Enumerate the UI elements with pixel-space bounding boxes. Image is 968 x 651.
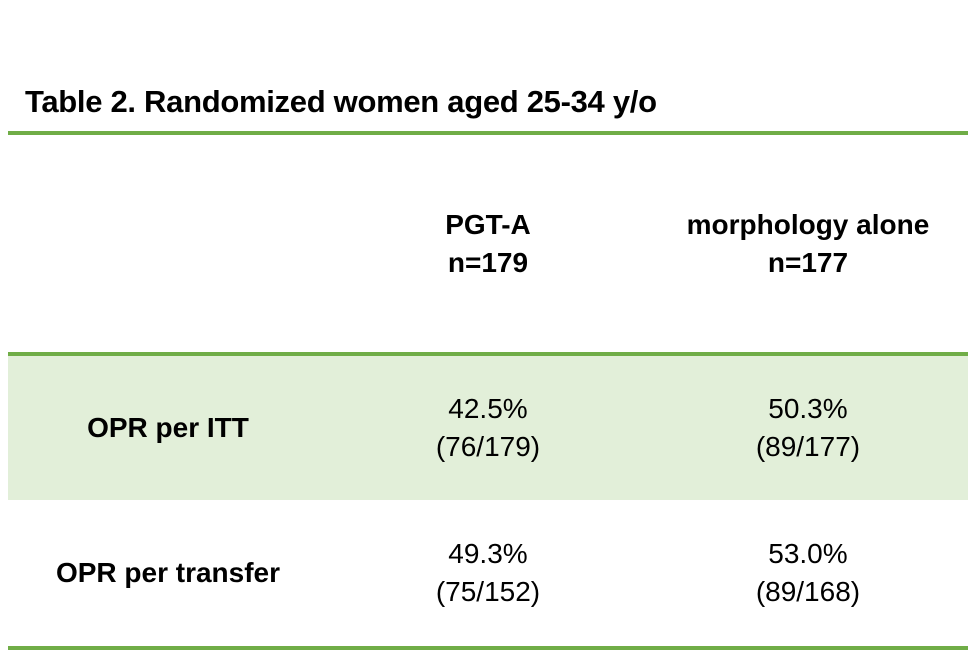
column-header-pgta: PGT-A n=179 [328,206,648,282]
cell-fraction: (76/179) [435,431,541,462]
table-title: Table 2. Randomized women aged 25-34 y/o [25,84,657,119]
column-n-morphology: n=177 [767,246,849,278]
cell-fraction: (89/177) [755,431,861,462]
cell-fraction: (89/168) [755,576,861,607]
column-header-morphology: morphology alone n=177 [648,206,968,282]
table-row-opr-per-itt: OPR per ITT 42.5% (76/179) 50.3% (89/177… [8,352,968,500]
cell-fraction: (75/152) [435,576,541,607]
cell-percent: 42.5% [448,393,528,424]
table-header-row: PGT-A n=179 morphology alone n=177 [8,135,968,352]
column-name-morphology: morphology alone [686,208,930,240]
cell-percent: 50.3% [768,393,848,424]
cell-percent: 49.3% [448,538,528,569]
table-row-opr-per-transfer: OPR per transfer 49.3% (75/152) 53.0% (8… [8,500,968,646]
column-n-pgta: n=179 [447,246,529,278]
column-name-pgta: PGT-A [445,208,531,240]
cell-opr-itt-morphology: 50.3% (89/177) [648,390,968,466]
cell-percent: 53.0% [768,538,848,569]
cell-opr-transfer-morphology: 53.0% (89/168) [648,535,968,611]
cell-opr-transfer-pgta: 49.3% (75/152) [328,535,648,611]
row-label-opr-per-itt: OPR per ITT [87,412,249,443]
cell-opr-itt-pgta: 42.5% (76/179) [328,390,648,466]
row-label-opr-per-transfer: OPR per transfer [55,557,281,588]
results-table: PGT-A n=179 morphology alone n=177 OPR p… [8,131,968,650]
